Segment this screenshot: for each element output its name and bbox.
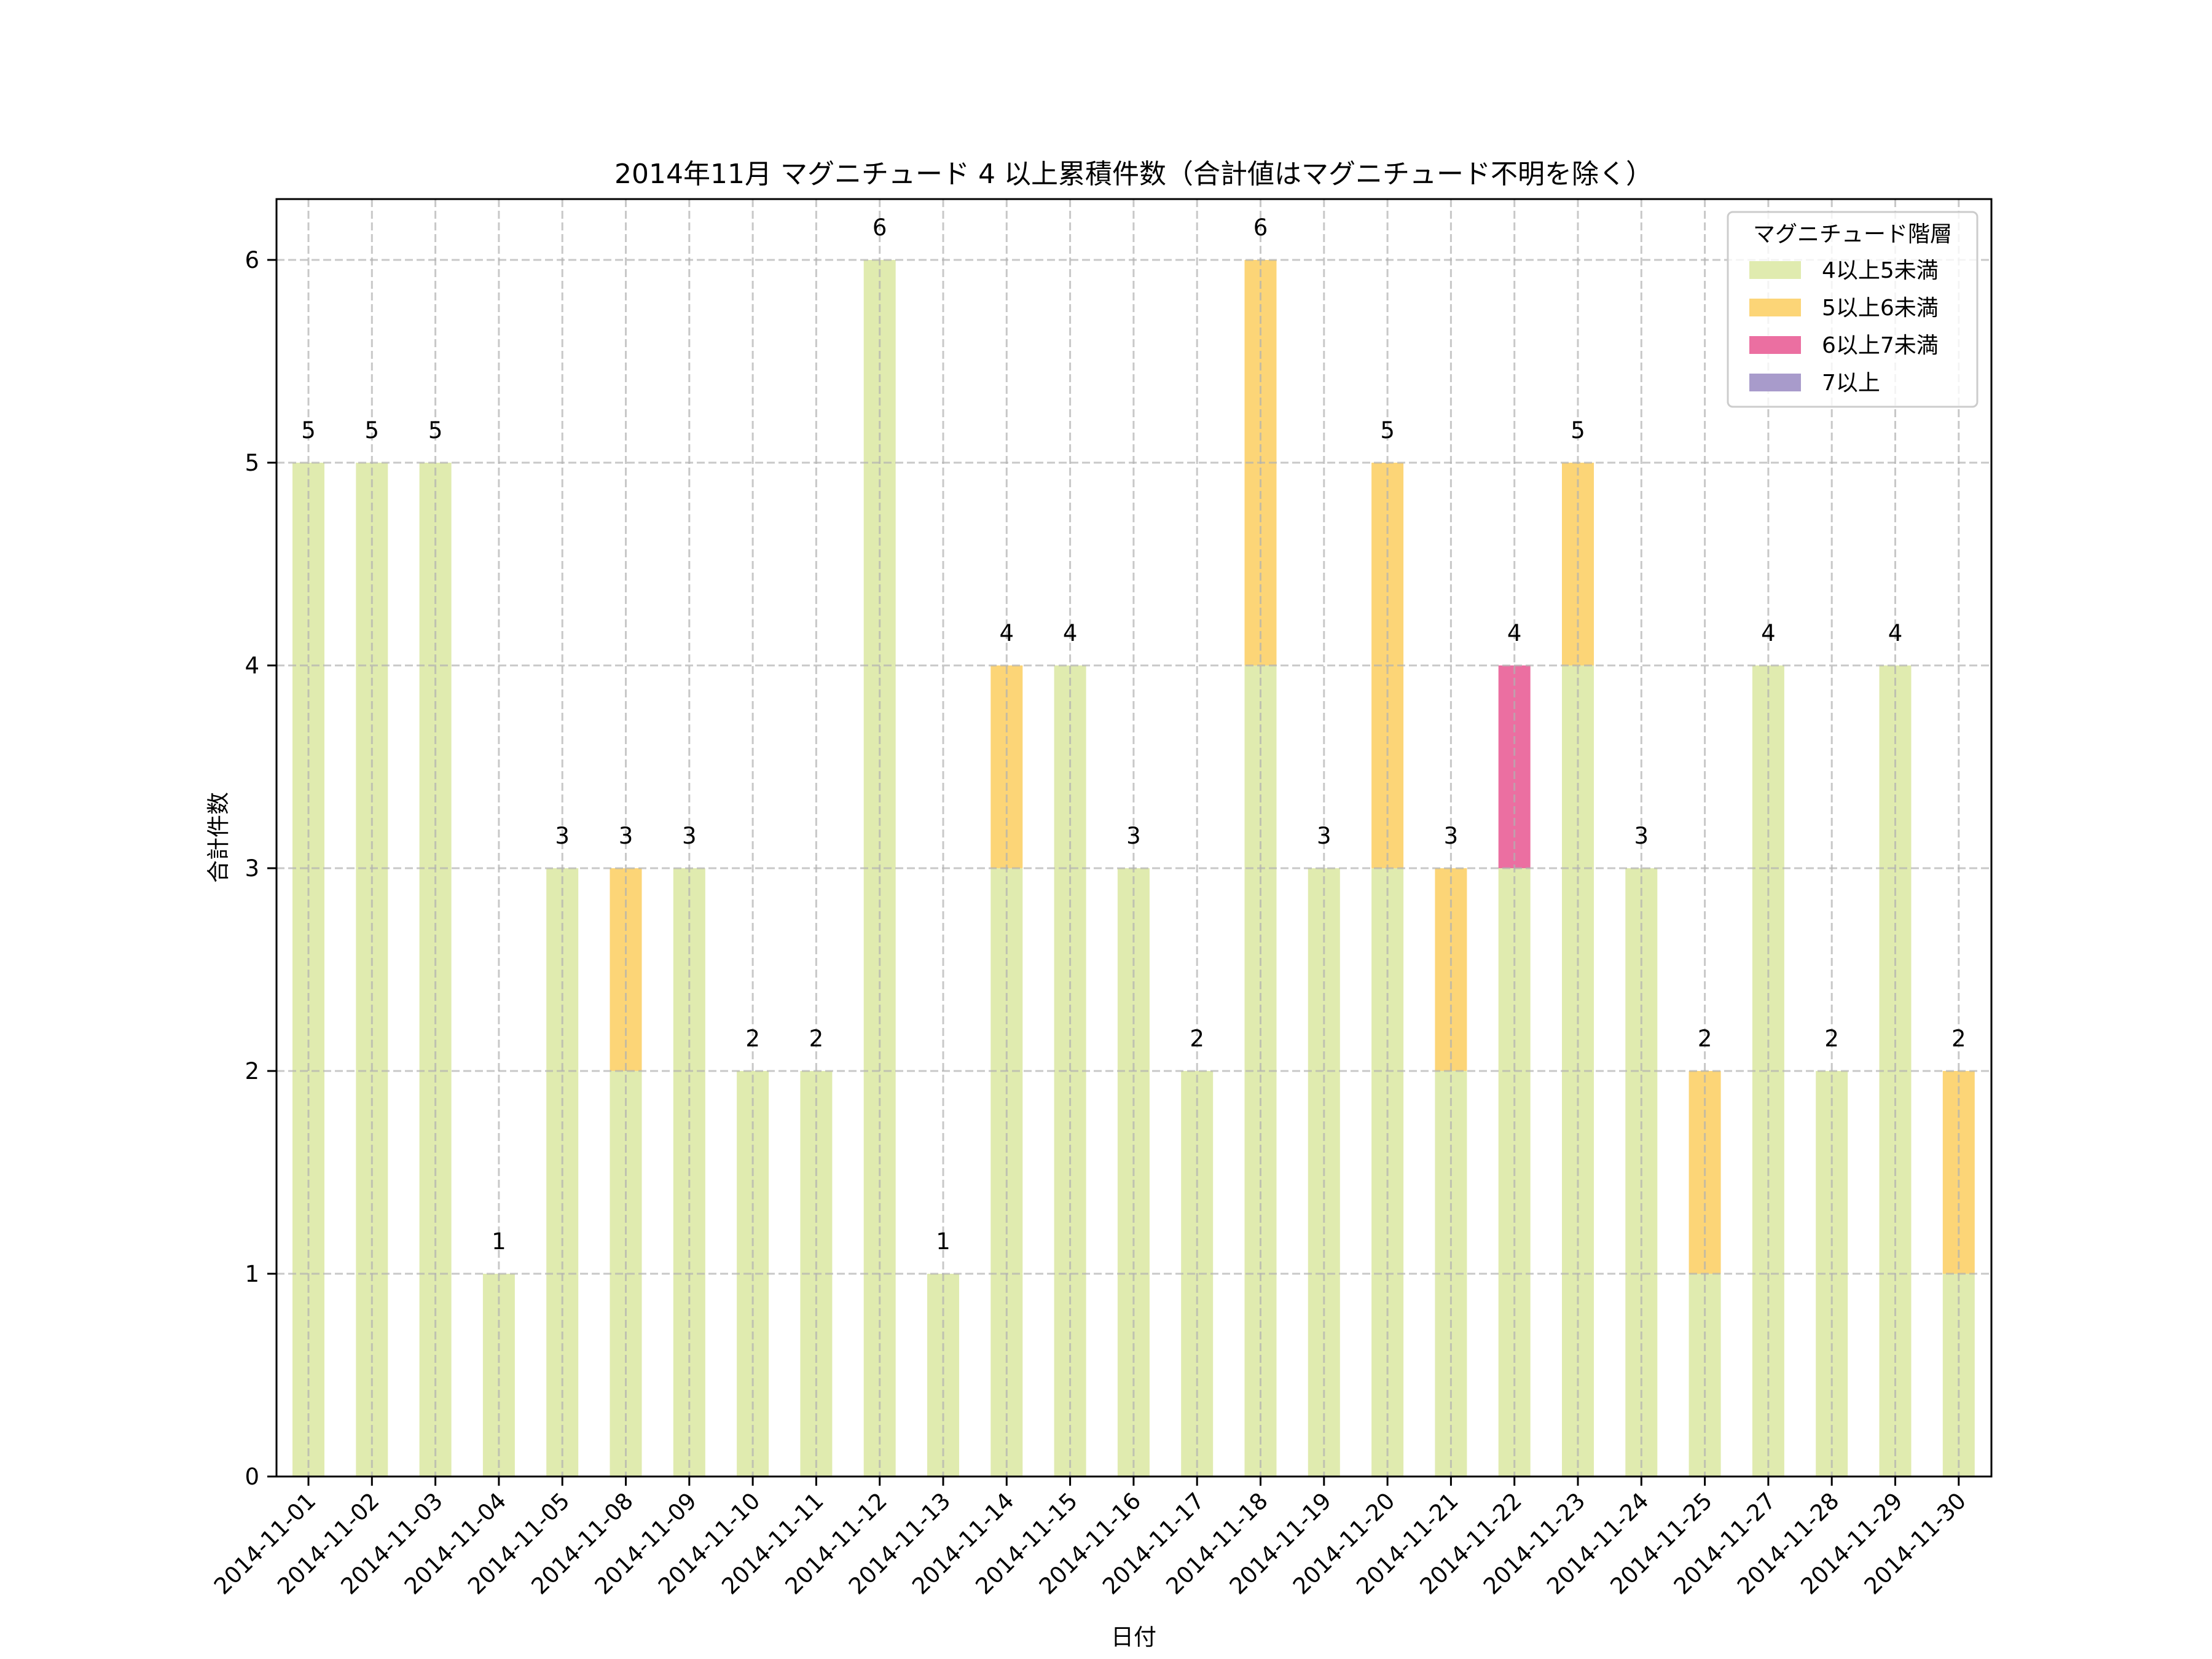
data-label: 4 — [1000, 620, 1014, 646]
data-label: 3 — [1634, 823, 1649, 849]
data-label: 6 — [873, 214, 887, 241]
legend-frame — [1727, 211, 1979, 408]
data-label: 3 — [1317, 823, 1332, 849]
legend-label: 4以上5未満 — [1822, 258, 1939, 283]
data-label: 2 — [1951, 1026, 1966, 1052]
y-tick-label: 4 — [245, 653, 259, 679]
data-label: 5 — [1380, 417, 1395, 444]
x-axis-label: 日付 — [1111, 1624, 1156, 1650]
data-label: 3 — [1444, 823, 1459, 849]
legend-label: 7以上 — [1822, 371, 1880, 396]
data-label: 3 — [619, 823, 633, 849]
data-label: 4 — [1507, 620, 1522, 646]
legend-title: マグニチュード階層 — [1753, 222, 1952, 247]
y-tick-label: 1 — [245, 1261, 259, 1287]
legend: マグニチュード階層 4以上5未満 5以上6未満 6以上7未満 7以上 — [1727, 211, 1979, 408]
chart-title: 2014年11月 マグニチュード 4 以上累積件数（合計値はマグニチュード不明を… — [614, 159, 1653, 190]
data-label: 4 — [1888, 620, 1903, 646]
data-label: 3 — [682, 823, 697, 849]
data-label: 3 — [555, 823, 570, 849]
data-label: 5 — [428, 417, 443, 444]
legend-swatch — [1749, 336, 1801, 354]
data-label: 2 — [745, 1026, 760, 1052]
legend-items: 4以上5未満 5以上6未満 6以上7未満 7以上 — [1749, 258, 1939, 396]
data-label: 2 — [1824, 1026, 1839, 1052]
data-label: 1 — [492, 1228, 506, 1255]
legend-label: 6以上7未満 — [1822, 333, 1939, 358]
data-label: 2 — [1698, 1026, 1712, 1052]
data-label: 6 — [1253, 214, 1268, 241]
grid-layer — [276, 199, 1991, 1478]
data-label: 4 — [1761, 620, 1776, 646]
data-label: 1 — [936, 1228, 951, 1255]
data-label: 2 — [809, 1026, 824, 1052]
y-tick-label: 0 — [245, 1464, 259, 1490]
data-label: 2 — [1190, 1026, 1204, 1052]
y-axis-ticks: 0 1 2 3 4 5 6 — [245, 247, 276, 1490]
data-label: 5 — [1571, 417, 1585, 444]
data-label: 4 — [1063, 620, 1078, 646]
y-tick-label: 2 — [245, 1058, 259, 1084]
legend-swatch — [1749, 261, 1801, 279]
y-tick-label: 6 — [245, 247, 259, 273]
legend-label: 5以上6未満 — [1822, 296, 1939, 321]
y-axis-label: 合計件数 — [205, 792, 232, 883]
legend-swatch — [1749, 299, 1801, 316]
data-labels-layer: 5 5 5 1 3 3 3 2 2 6 1 4 4 3 2 6 3 5 3 4 5 3 2 4 2 4 2 — [301, 214, 1966, 1255]
data-label: 3 — [1126, 823, 1141, 849]
legend-swatch — [1749, 374, 1801, 391]
y-tick-label: 3 — [245, 855, 259, 882]
y-tick-label: 5 — [245, 450, 259, 476]
data-label: 5 — [365, 417, 380, 444]
data-label: 5 — [301, 417, 316, 444]
